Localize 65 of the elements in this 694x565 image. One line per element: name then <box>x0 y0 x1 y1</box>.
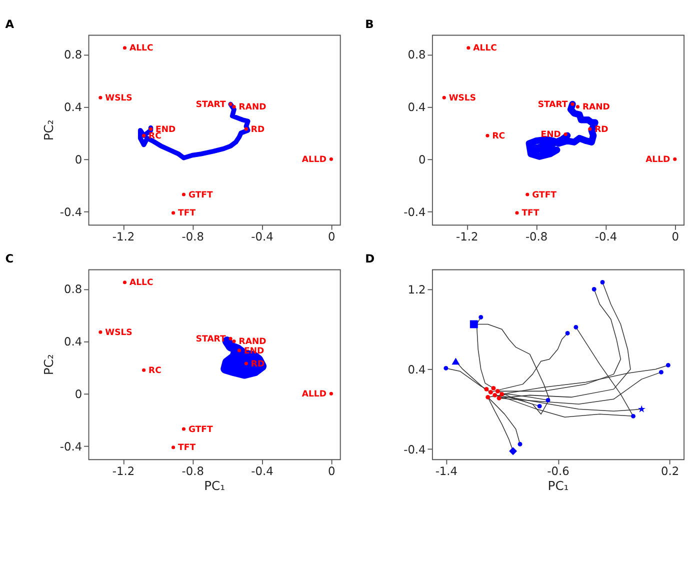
y-tick-label: -0.4 <box>60 439 82 454</box>
x-tick-label: 0 <box>672 229 679 244</box>
annotation: GTFT <box>188 190 213 200</box>
x-axis-title: PC₁ <box>204 479 226 493</box>
chart-title: B <box>365 17 374 32</box>
annotation: RD <box>250 124 265 135</box>
annotation: RAND <box>238 102 266 113</box>
annotation: WSLS <box>105 93 132 104</box>
y-tick-label: 0 <box>418 152 426 166</box>
x-tick-label: -0.4 <box>594 229 618 244</box>
x-tick-label: 0.2 <box>661 464 680 478</box>
y-tick-label: 0.4 <box>64 334 82 349</box>
y-axis-title: PC₂ <box>42 354 56 376</box>
annotation: RC <box>148 131 162 142</box>
y-tick-label: -0.4 <box>60 204 82 219</box>
x-tick-label: -0.8 <box>182 229 204 244</box>
chart-title: C <box>5 252 14 266</box>
annotation: GTFT <box>188 424 213 435</box>
annotation: TFT <box>178 443 196 454</box>
annotation: RC <box>492 131 506 142</box>
annotation: START <box>196 100 226 110</box>
annotation: ALLC <box>129 278 154 288</box>
x-tick-label: -1.2 <box>112 464 135 478</box>
chart-title: A <box>5 17 14 32</box>
y-tick-label: 0.4 <box>64 100 82 114</box>
x-axis-title: PC₁ <box>548 479 569 493</box>
chart-title: D <box>365 252 375 266</box>
y-tick-label: 0 <box>74 152 82 166</box>
y-tick-label: -0.4 <box>404 442 426 456</box>
annotation: ALLD <box>302 155 326 166</box>
annotation: END <box>540 130 561 140</box>
annotation: ALLC <box>129 44 154 54</box>
x-tick-label: -1.2 <box>112 229 135 244</box>
x-tick-label: -0.6 <box>547 464 570 478</box>
annotation: RAND <box>582 102 610 113</box>
annotation: TFT <box>522 208 540 219</box>
x-tick-label: -1.2 <box>456 229 478 244</box>
annotation: START <box>538 100 568 110</box>
y-tick-label: 0.8 <box>64 48 82 62</box>
y-tick-label: 0 <box>74 386 82 401</box>
x-tick-label: -0.4 <box>251 464 274 478</box>
y-tick-label: -0.4 <box>404 204 426 219</box>
annotation: ALLD <box>646 155 670 166</box>
y-axis-title: PC₂ <box>42 120 56 141</box>
x-tick-label: 0 <box>328 464 336 478</box>
annotation: WSLS <box>448 93 476 104</box>
annotation: RD <box>594 124 608 135</box>
y-tick-label: 0.4 <box>408 362 426 376</box>
annotation: RD <box>250 359 265 370</box>
annotation: WSLS <box>105 328 132 338</box>
annotation: RC <box>148 366 162 376</box>
y-tick-label: 0.8 <box>408 48 426 62</box>
y-tick-label: 1.2 <box>408 282 426 297</box>
annotation: TFT <box>178 208 196 219</box>
x-tick-label: -0.8 <box>182 464 204 478</box>
annotation: RAND <box>238 337 266 348</box>
x-tick-label: -0.8 <box>525 229 548 244</box>
y-tick-label: 0.4 <box>408 100 426 114</box>
annotation: ALLD <box>302 390 326 400</box>
x-tick-label: -0.4 <box>251 229 274 244</box>
x-tick-label: 0 <box>328 229 336 244</box>
annotation: ALLC <box>473 44 497 54</box>
annotation: GTFT <box>532 190 557 200</box>
y-tick-label: 0.8 <box>64 282 82 296</box>
x-tick-label: -1.4 <box>435 464 458 478</box>
